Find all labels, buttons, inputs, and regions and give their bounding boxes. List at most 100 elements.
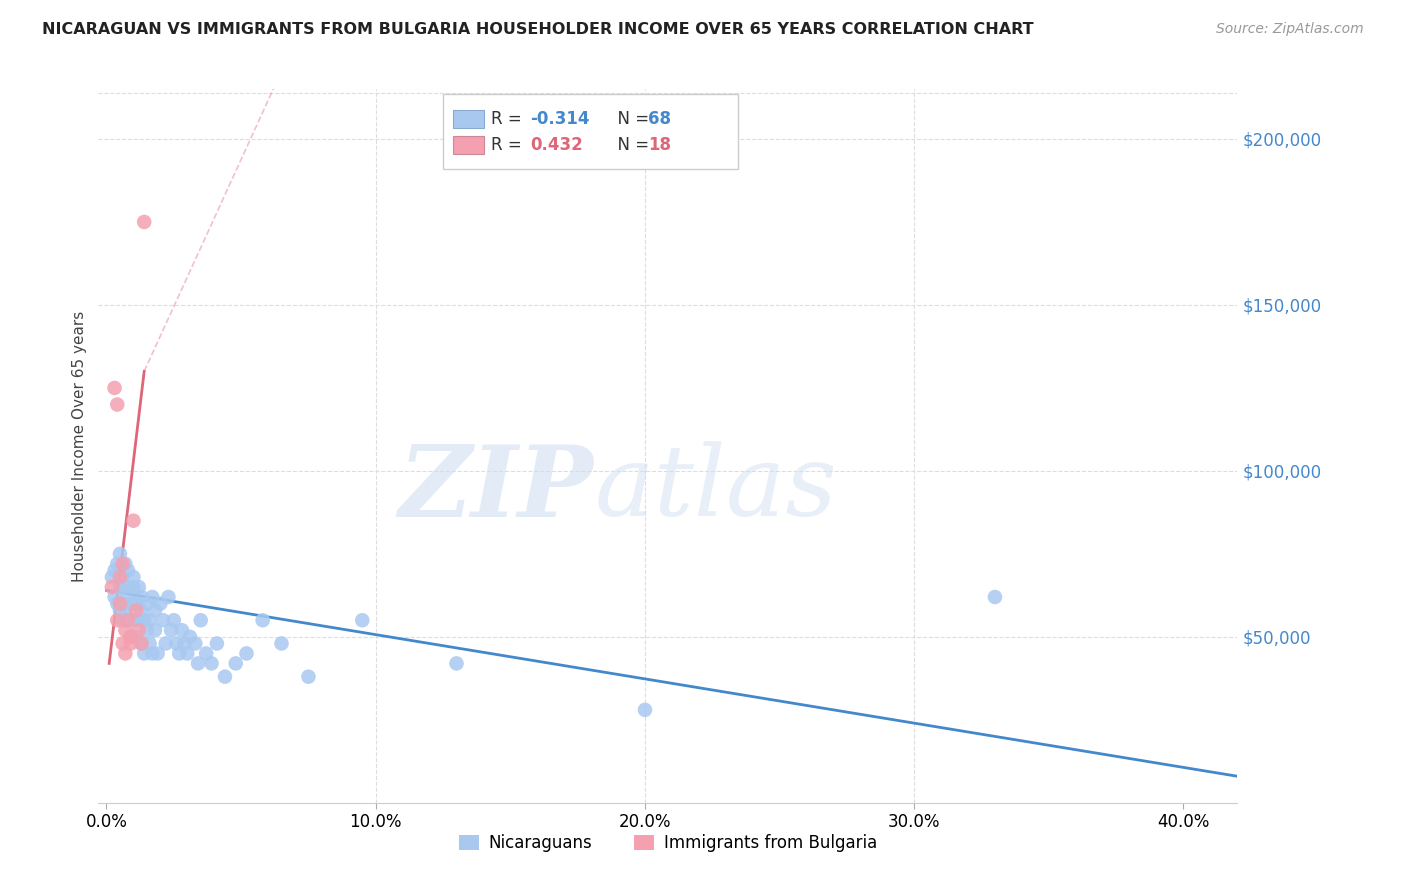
Point bbox=[297, 670, 319, 684]
Point bbox=[252, 613, 274, 627]
Text: 18: 18 bbox=[648, 136, 671, 154]
Point bbox=[134, 613, 156, 627]
Point bbox=[101, 580, 124, 594]
Point bbox=[131, 636, 153, 650]
Point bbox=[141, 647, 163, 661]
Point bbox=[167, 647, 190, 661]
Point bbox=[122, 613, 145, 627]
Point bbox=[170, 624, 193, 638]
Point bbox=[155, 636, 177, 650]
Point bbox=[105, 397, 128, 411]
Point bbox=[128, 613, 150, 627]
Text: R =: R = bbox=[491, 110, 527, 128]
Text: NICARAGUAN VS IMMIGRANTS FROM BULGARIA HOUSEHOLDER INCOME OVER 65 YEARS CORRELAT: NICARAGUAN VS IMMIGRANTS FROM BULGARIA H… bbox=[42, 22, 1033, 37]
Point bbox=[120, 636, 142, 650]
Text: -0.314: -0.314 bbox=[530, 110, 589, 128]
Point bbox=[134, 215, 156, 229]
Point bbox=[352, 613, 374, 627]
Point bbox=[125, 603, 148, 617]
Point bbox=[128, 624, 150, 638]
Point bbox=[117, 564, 139, 578]
Point bbox=[235, 647, 257, 661]
Point bbox=[152, 613, 174, 627]
Text: 0.432: 0.432 bbox=[530, 136, 583, 154]
Point bbox=[111, 613, 134, 627]
Point bbox=[117, 613, 139, 627]
Point bbox=[111, 597, 134, 611]
Point bbox=[103, 381, 125, 395]
Point bbox=[108, 597, 131, 611]
Point bbox=[176, 647, 198, 661]
Text: N =: N = bbox=[607, 110, 655, 128]
Point bbox=[205, 636, 228, 650]
Point bbox=[200, 657, 222, 671]
Point bbox=[195, 647, 218, 661]
Point bbox=[114, 647, 136, 661]
Point bbox=[135, 624, 157, 638]
Point bbox=[270, 636, 292, 650]
Point bbox=[108, 603, 131, 617]
Point bbox=[111, 557, 134, 571]
Point bbox=[634, 703, 657, 717]
Point bbox=[108, 547, 131, 561]
Point bbox=[179, 630, 201, 644]
Point bbox=[122, 580, 145, 594]
Legend: Nicaraguans, Immigrants from Bulgaria: Nicaraguans, Immigrants from Bulgaria bbox=[451, 828, 884, 859]
Point bbox=[187, 657, 209, 671]
Point bbox=[105, 613, 128, 627]
Point bbox=[160, 624, 183, 638]
Point bbox=[138, 613, 160, 627]
Point bbox=[108, 570, 131, 584]
Point bbox=[128, 580, 150, 594]
Point bbox=[105, 557, 128, 571]
Point bbox=[173, 636, 195, 650]
Point bbox=[122, 514, 145, 528]
Point bbox=[214, 670, 236, 684]
Text: atlas: atlas bbox=[595, 442, 838, 536]
Point bbox=[101, 570, 124, 584]
Point bbox=[117, 590, 139, 604]
Point bbox=[149, 597, 172, 611]
Point bbox=[114, 557, 136, 571]
Y-axis label: Householder Income Over 65 years: Householder Income Over 65 years bbox=[72, 310, 87, 582]
Point bbox=[131, 636, 153, 650]
Point bbox=[108, 580, 131, 594]
Point bbox=[190, 613, 212, 627]
Point bbox=[131, 590, 153, 604]
Point bbox=[446, 657, 468, 671]
Point bbox=[163, 613, 186, 627]
Point bbox=[114, 603, 136, 617]
Point bbox=[184, 636, 207, 650]
Point bbox=[141, 590, 163, 604]
Point bbox=[111, 636, 134, 650]
Point bbox=[114, 624, 136, 638]
Point bbox=[114, 580, 136, 594]
Point bbox=[125, 597, 148, 611]
Point bbox=[138, 636, 160, 650]
Text: 68: 68 bbox=[648, 110, 671, 128]
Point bbox=[157, 590, 180, 604]
Point bbox=[146, 647, 169, 661]
Point bbox=[103, 590, 125, 604]
Point bbox=[122, 570, 145, 584]
Point bbox=[117, 613, 139, 627]
Point bbox=[120, 630, 142, 644]
Point bbox=[225, 657, 247, 671]
Text: ZIP: ZIP bbox=[399, 441, 593, 537]
Point bbox=[143, 603, 166, 617]
Point bbox=[131, 603, 153, 617]
Point bbox=[143, 624, 166, 638]
Point bbox=[111, 570, 134, 584]
Text: N =: N = bbox=[607, 136, 655, 154]
Point bbox=[134, 647, 156, 661]
Point bbox=[103, 564, 125, 578]
Point bbox=[125, 630, 148, 644]
Text: Source: ZipAtlas.com: Source: ZipAtlas.com bbox=[1216, 22, 1364, 37]
Point bbox=[105, 597, 128, 611]
Point bbox=[135, 597, 157, 611]
Point bbox=[166, 636, 188, 650]
Point bbox=[984, 590, 1007, 604]
Text: R =: R = bbox=[491, 136, 531, 154]
Point bbox=[120, 597, 142, 611]
Point bbox=[120, 630, 142, 644]
